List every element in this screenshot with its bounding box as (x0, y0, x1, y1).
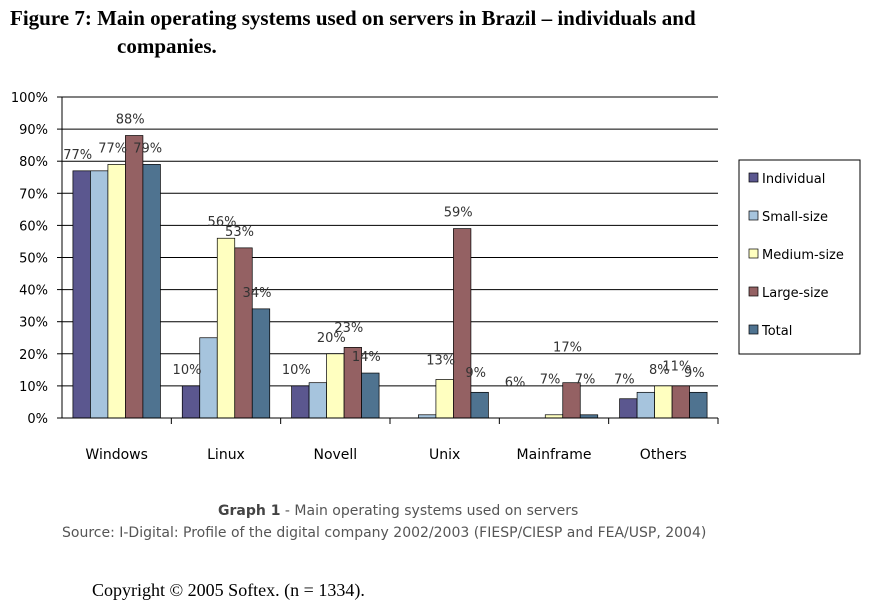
figure-title-line2: companies. (117, 34, 217, 58)
bar-small-size (308, 382, 327, 419)
bar-small-size (199, 337, 218, 419)
data-label: 9% (684, 366, 705, 381)
legend-label: Medium-size (762, 248, 844, 263)
data-label: 14% (352, 350, 381, 365)
y-tick-label: 70% (19, 187, 48, 202)
data-label: 7% (614, 373, 635, 388)
graph-caption: Graph 1 - Main operating systems used on… (10, 503, 871, 519)
legend-swatch (748, 248, 759, 259)
bar-medium-size (326, 353, 345, 419)
source-caption: Source: I-Digital: Profile of the digita… (62, 525, 707, 541)
bar-total (251, 308, 271, 419)
bar-large-size (562, 382, 581, 419)
data-label: 56% (208, 215, 237, 230)
bar-large-size (125, 135, 144, 419)
data-label: 23% (334, 321, 363, 336)
bar-small-size (90, 170, 109, 419)
x-category-label: Novell (313, 447, 357, 463)
legend-label: Individual (762, 172, 825, 187)
data-label: 13% (426, 353, 455, 368)
legend-box (738, 159, 861, 355)
legend-swatch (748, 286, 759, 297)
data-label: 11% (662, 360, 691, 375)
y-tick-label: 0% (27, 412, 48, 427)
data-label: 77% (63, 148, 92, 163)
data-label: 59% (444, 206, 473, 221)
y-tick-label: 90% (19, 123, 48, 138)
y-tick-label: 10% (19, 380, 48, 395)
bar-total (689, 391, 708, 419)
figure-title-line1: Figure 7: Main operating systems used on… (10, 6, 696, 30)
graph-caption-text: - Main operating systems used on servers (280, 503, 579, 519)
data-label: 53% (225, 225, 254, 240)
data-label: 79% (133, 141, 162, 156)
bar-individual (72, 170, 91, 419)
data-label: 34% (243, 286, 272, 301)
bar-large-size (453, 228, 472, 419)
bar-total (470, 391, 489, 419)
legend-label: Small-size (762, 210, 828, 225)
graph-caption-label: Graph 1 (218, 503, 281, 519)
bar-total (361, 372, 380, 419)
bar-medium-size (435, 379, 454, 419)
x-category-label: Windows (85, 447, 148, 463)
data-label: 9% (465, 366, 486, 381)
data-label: 6% (505, 376, 526, 391)
legend-swatch (748, 324, 759, 335)
y-tick-label: 20% (19, 348, 48, 363)
bar-large-size (234, 247, 253, 419)
figure-title: Figure 7: Main operating systems used on… (10, 4, 860, 60)
data-label: 7% (540, 373, 561, 388)
bar-individual (181, 385, 201, 419)
bar-medium-size (654, 385, 673, 419)
y-tick-label: 50% (19, 252, 48, 267)
y-tick-label: 100% (11, 91, 48, 106)
legend-swatch (748, 172, 759, 183)
bar-individual (619, 398, 638, 419)
data-label: 10% (173, 363, 202, 378)
data-label: 10% (282, 363, 311, 378)
copyright-text: Copyright © 2005 Softex. (n = 1334). (92, 580, 365, 600)
x-category-label: Mainframe (517, 447, 592, 463)
legend-swatch (748, 210, 759, 221)
bar-large-size (671, 385, 690, 419)
data-label: 20% (317, 331, 346, 346)
data-label: 77% (98, 141, 127, 156)
data-label: 7% (575, 373, 596, 388)
legend-label: Total (761, 324, 792, 339)
y-tick-label: 80% (19, 155, 48, 170)
x-category-label: Others (640, 447, 687, 463)
y-tick-label: 40% (19, 284, 48, 299)
legend-label: Large-size (762, 286, 828, 301)
x-category-label: Unix (429, 447, 460, 463)
bar-small-size (636, 391, 655, 419)
bar-chart: 0% 10% 20% 30% 40% 50% 60% 70% 80% 90% 100% Windows… (11, 91, 861, 463)
bar-individual (291, 385, 310, 419)
bar-medium-size (216, 237, 236, 419)
data-label: 8% (649, 363, 670, 378)
bar-medium-size (107, 164, 126, 419)
data-label: 17% (553, 340, 582, 355)
y-tick-label: 30% (19, 316, 48, 331)
y-tick-label: 60% (19, 219, 48, 234)
bar-total (142, 164, 161, 419)
x-category-label: Linux (207, 447, 245, 463)
data-label: 88% (116, 113, 145, 128)
